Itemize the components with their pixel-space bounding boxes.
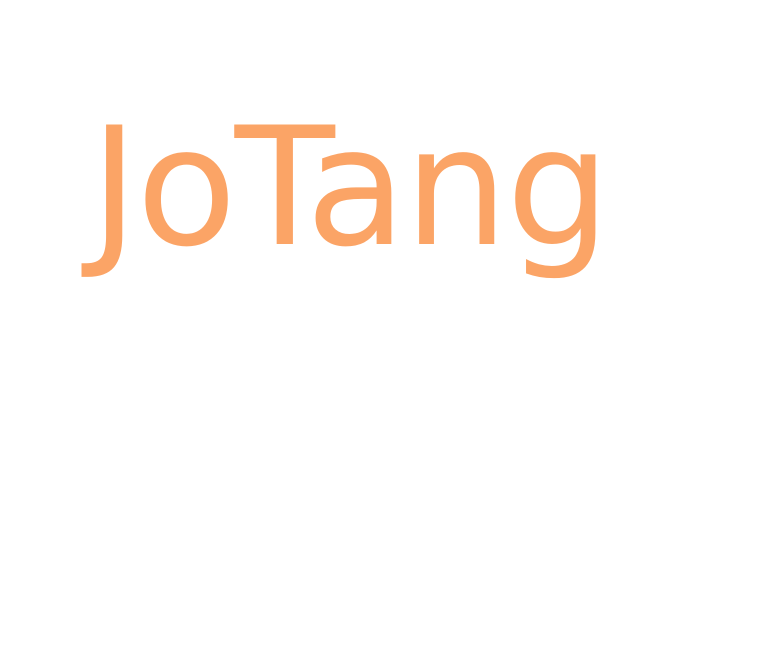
brand-wordmark: JoTang <box>90 92 610 283</box>
